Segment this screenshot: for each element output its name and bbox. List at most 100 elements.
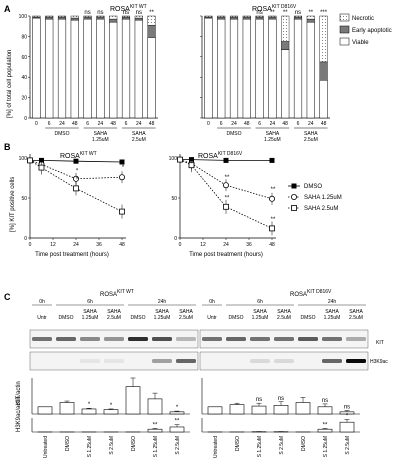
blot-band-kit — [202, 337, 222, 341]
x-tick-label: 24 — [231, 121, 237, 127]
x-category-label: Untreated — [213, 436, 219, 458]
data-point — [268, 195, 275, 202]
bar — [273, 405, 289, 415]
legend-early-apoptotic-label: Early apoptotic — [352, 28, 392, 34]
lane-label: SAHA — [277, 309, 291, 315]
bar-viable — [319, 80, 328, 119]
bar-viable — [57, 18, 67, 119]
data-point — [119, 174, 126, 181]
lane-label: 1.25uM — [324, 315, 341, 321]
blot-band-kit — [104, 337, 124, 341]
x-tick-label: 24 — [59, 121, 65, 127]
bar-viable — [109, 21, 118, 119]
group-label-saha: SAHA — [304, 131, 318, 137]
blot-band-h3k9ac — [346, 359, 366, 363]
significance-label: ** — [271, 217, 276, 223]
group-label-saha: SAHA — [94, 131, 108, 137]
panel-a-right-title: ROSAKIT D816V — [252, 4, 297, 13]
panel-label-a: A — [4, 4, 11, 14]
group-label-conc: 1.25uM — [92, 137, 109, 143]
significance-label: ns — [256, 10, 262, 16]
x-tick-label: 48 — [119, 242, 125, 248]
bar-viable — [293, 18, 303, 119]
lane-label: 1.25uM — [82, 315, 99, 321]
significance-label: *** — [320, 10, 328, 16]
lane-label: 1.25uM — [154, 315, 171, 321]
data-point — [119, 208, 125, 215]
significance-label: ns — [136, 10, 142, 16]
x-tick-label: 0 — [179, 242, 182, 248]
bar-early-apoptotic — [281, 41, 290, 50]
bar-necrotic — [204, 15, 213, 18]
group-label-dmso: DMSO — [227, 131, 242, 137]
bar-early-apoptotic — [217, 16, 226, 20]
bar-viable — [268, 18, 277, 119]
bar-necrotic — [147, 15, 156, 26]
x-tick-label: 24 — [270, 121, 276, 127]
panel-c-left-title: ROSAKIT WT — [100, 289, 134, 298]
lane-label: SAHA — [107, 309, 121, 315]
bar-viable — [281, 49, 290, 119]
legend-necrotic-swatch — [339, 13, 350, 22]
bar — [251, 405, 267, 415]
y-tick-label: 80 — [21, 34, 27, 40]
bar-necrotic — [70, 15, 79, 19]
group-label-saha: SAHA — [132, 131, 146, 137]
significance-label: ** — [308, 10, 313, 16]
bar-early-apoptotic — [134, 17, 143, 21]
significance-label: ns — [84, 10, 90, 16]
lane-label: 2.5uM — [349, 315, 363, 321]
significance-label: ** — [323, 422, 328, 428]
bar-viable — [217, 18, 226, 119]
blot-band-h3k9ac — [80, 359, 100, 363]
x-tick-label: 6 — [125, 121, 128, 127]
legend-saha-2-5-marker — [291, 205, 297, 211]
significance-label: * — [346, 413, 349, 419]
bar-necrotic — [268, 15, 277, 18]
blot-band-kit — [274, 337, 294, 341]
lane-label: 2.5uM — [107, 315, 121, 321]
data-point — [27, 157, 33, 164]
bar-necrotic — [83, 15, 92, 18]
bar-necrotic — [121, 15, 131, 18]
blot-band-kit — [250, 337, 270, 341]
x-tick-label: 48 — [149, 121, 155, 127]
blot-band-h3k9ac — [322, 359, 342, 363]
blot-band-kit — [80, 337, 100, 341]
significance-label: ** — [153, 422, 158, 428]
x-tick-label: 6 — [86, 121, 89, 127]
blot-band-kit — [346, 337, 366, 341]
x-tick-label: 6 — [48, 121, 51, 127]
x-category-label: S 1.25uM — [257, 436, 263, 457]
bar-early-apoptotic — [293, 16, 303, 20]
bar-viable — [45, 18, 54, 119]
blot-band-h3k9ac — [176, 359, 196, 363]
x-tick-label: 48 — [269, 242, 275, 248]
legend-saha-2-5-label: SAHA 2.5uM — [304, 206, 338, 212]
y-tick-label: 0 — [24, 236, 27, 242]
significance-label: * — [76, 168, 79, 174]
bar-necrotic — [45, 15, 54, 18]
bar-necrotic — [217, 15, 226, 18]
x-category-label: S 1.25uM — [153, 436, 159, 457]
bar-viable — [32, 17, 41, 119]
bar-viable — [255, 18, 264, 119]
bar-necrotic — [306, 15, 315, 20]
bar-viable — [242, 18, 251, 119]
x-tick-label: 48 — [282, 121, 288, 127]
blot-band-kit — [176, 337, 196, 341]
blot-label-h3k9ac: H3K9ac — [370, 359, 388, 365]
time-label: 0h — [209, 299, 215, 305]
panel-a-left-title: ROSAKIT WT — [110, 4, 147, 13]
group-label-saha: SAHA — [266, 131, 280, 137]
significance-label: ** — [271, 187, 276, 193]
bar-early-apoptotic — [121, 16, 131, 20]
significance-label: ** — [149, 10, 154, 16]
lane-label: DMSO — [59, 315, 74, 321]
blot-band-kit — [128, 337, 148, 341]
group-label-conc: 2.5uM — [132, 137, 146, 143]
time-label: 6h — [257, 299, 263, 305]
data-point — [119, 159, 125, 165]
